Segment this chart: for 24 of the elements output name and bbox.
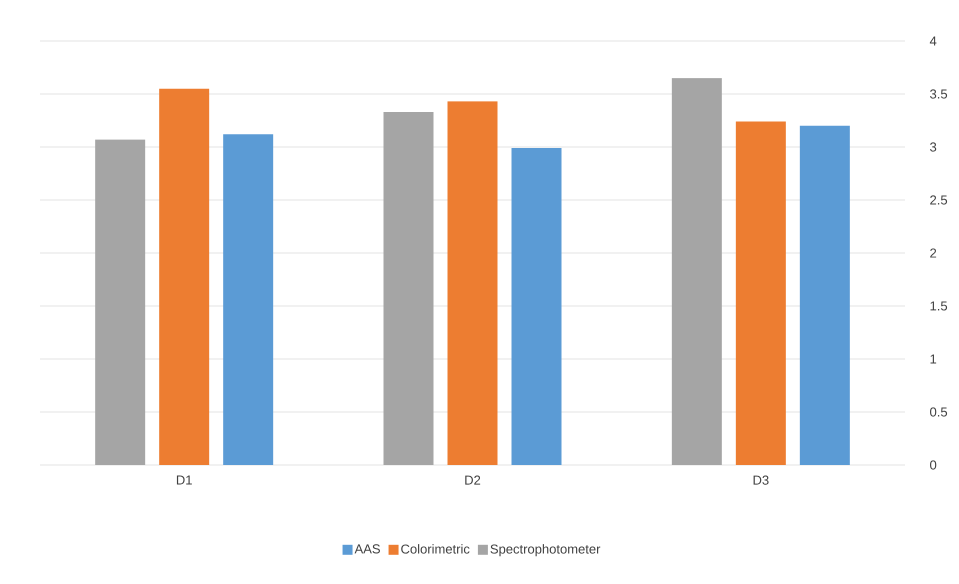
y-tick-label: 0 xyxy=(930,460,936,470)
legend-label: AAS xyxy=(354,544,380,554)
legend-label: Spectrophotometer xyxy=(490,544,600,556)
legend-label: Colorimetric xyxy=(401,544,470,554)
bar xyxy=(672,78,722,465)
bar xyxy=(223,134,274,465)
y-tick-label: 1 xyxy=(930,354,936,364)
y-tick-label: 0.5 xyxy=(930,407,948,417)
y-tick-label: 1.5 xyxy=(930,301,948,311)
bar xyxy=(159,88,210,465)
bar xyxy=(384,112,434,465)
y-tick-label: 2 xyxy=(930,248,936,258)
y-tick-label: 3.5 xyxy=(930,89,948,99)
bar xyxy=(736,122,786,465)
y-tick-label: 2.5 xyxy=(930,195,948,205)
x-tick-label: D2 xyxy=(465,476,480,485)
bar xyxy=(800,126,850,465)
x-tick-label: D1 xyxy=(176,476,192,484)
bar xyxy=(448,101,498,465)
y-tick-label: 4 xyxy=(930,36,936,46)
x-tick-label: D3 xyxy=(754,476,769,485)
y-tick-label: 3 xyxy=(930,142,936,152)
bar xyxy=(95,140,146,465)
bar xyxy=(512,148,562,465)
